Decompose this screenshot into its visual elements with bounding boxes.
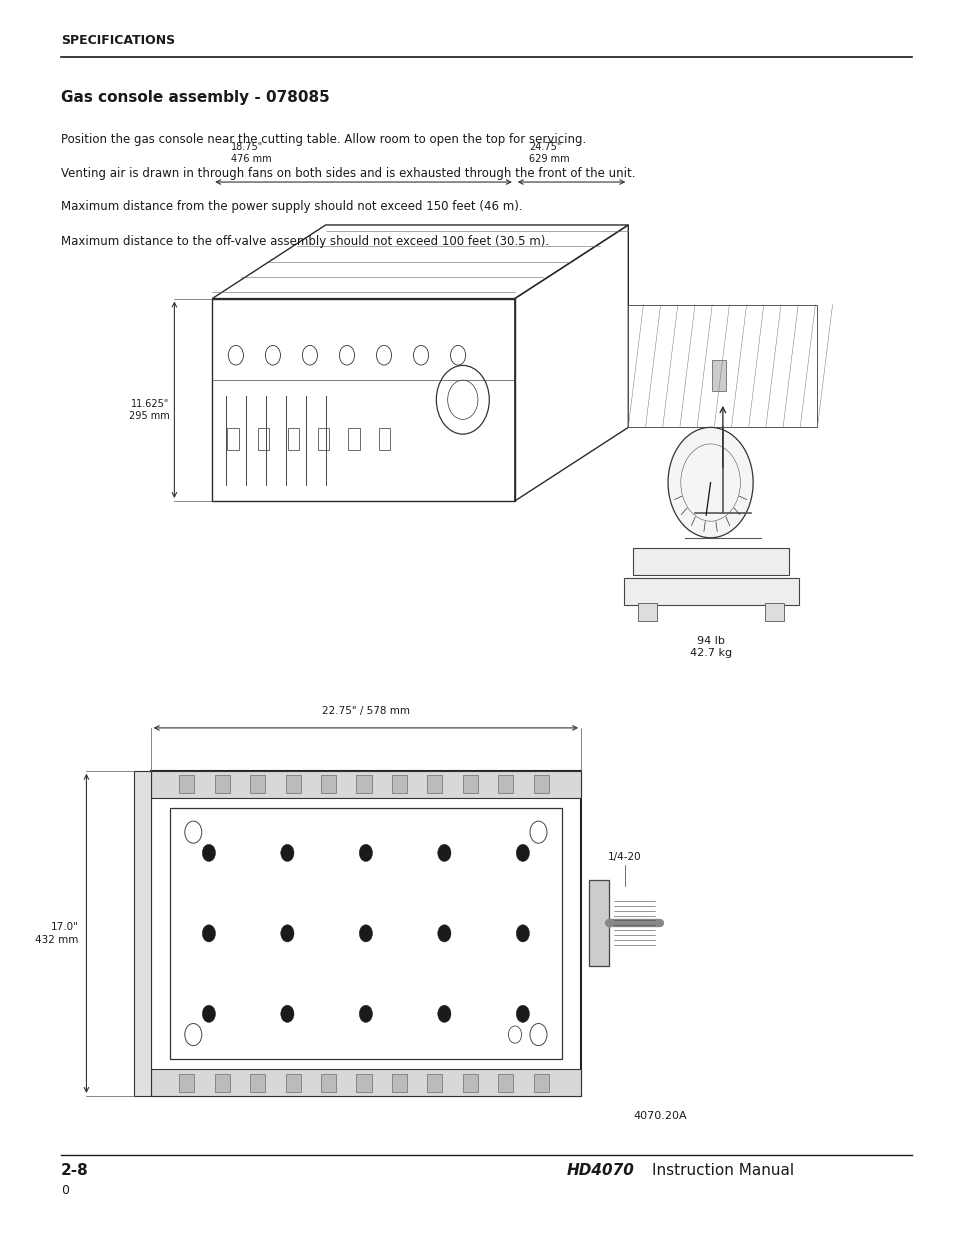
Text: Venting air is drawn in through fans on both sides and is exhausted through the : Venting air is drawn in through fans on … [61,167,635,180]
Circle shape [359,925,372,942]
Bar [633,547,788,574]
Circle shape [280,845,294,862]
Bar [317,429,329,451]
Bar [497,774,513,793]
Circle shape [280,1005,294,1023]
Circle shape [202,925,215,942]
Bar [628,305,817,427]
Circle shape [359,845,372,862]
Text: Position the gas console near the cutting table. Allow room to open the top for : Position the gas console near the cuttin… [61,133,585,146]
Bar [764,603,783,621]
Circle shape [359,1005,372,1023]
Bar [356,774,371,793]
Bar [392,1073,407,1092]
Bar [214,774,230,793]
Text: SPECIFICATIONS: SPECIFICATIONS [61,35,174,47]
Bar [533,774,548,793]
Bar [285,1073,300,1092]
Bar [638,603,656,621]
Bar [348,429,359,451]
Bar [588,881,609,966]
Bar [497,1073,513,1092]
Circle shape [667,427,752,537]
Bar [711,359,725,390]
Bar [320,774,335,793]
Bar [320,1073,335,1092]
Text: 11.625"
295 mm: 11.625" 295 mm [129,399,170,421]
Text: 17.0"
432 mm: 17.0" 432 mm [35,923,79,945]
Circle shape [280,925,294,942]
Text: Maximum distance to the off-valve assembly should not exceed 100 feet (30.5 m).: Maximum distance to the off-valve assemb… [61,235,549,248]
Text: Instruction Manual: Instruction Manual [651,1163,793,1178]
Bar [427,774,442,793]
Text: Gas console assembly - 078085: Gas console assembly - 078085 [61,90,330,105]
Bar [227,429,238,451]
Bar [250,1073,265,1092]
Text: 24.75"
629 mm: 24.75" 629 mm [529,142,569,163]
Bar [151,1070,580,1095]
Circle shape [202,1005,215,1023]
Text: Maximum distance from the power supply should not exceed 150 feet (46 m).: Maximum distance from the power supply s… [61,200,522,214]
Bar [356,1073,371,1092]
Bar [250,774,265,793]
Circle shape [516,1005,529,1023]
Text: 18.75"
476 mm: 18.75" 476 mm [231,142,272,163]
Bar [285,774,300,793]
Text: 0: 0 [61,1184,69,1197]
Bar [170,808,561,1060]
Circle shape [437,1005,451,1023]
Circle shape [516,845,529,862]
Bar [288,429,299,451]
Bar [462,1073,477,1092]
Bar [623,578,798,605]
Circle shape [516,925,529,942]
Bar [427,1073,442,1092]
Circle shape [437,925,451,942]
Text: 1/4-20: 1/4-20 [607,852,640,862]
Bar [378,429,390,451]
Circle shape [437,845,451,862]
Bar [179,1073,194,1092]
Text: 4070.20A: 4070.20A [633,1110,686,1120]
Bar [151,771,580,798]
Bar [533,1073,548,1092]
Text: 2-8: 2-8 [61,1163,89,1178]
Bar [179,774,194,793]
Text: 94 lb
42.7 kg: 94 lb 42.7 kg [689,636,731,658]
Bar [214,1073,230,1092]
Bar [257,429,269,451]
Bar [392,774,407,793]
Text: HD4070: HD4070 [566,1163,634,1178]
Bar [151,771,580,1095]
Text: 22.75" / 578 mm: 22.75" / 578 mm [321,705,410,715]
Bar [133,771,151,1095]
Bar [462,774,477,793]
Circle shape [202,845,215,862]
